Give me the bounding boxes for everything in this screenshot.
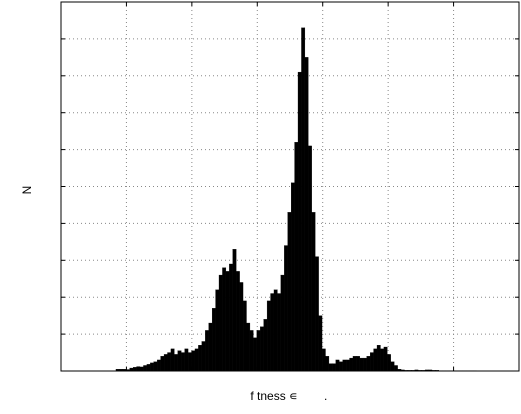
histogram-bar [174, 354, 178, 372]
plot-frame [60, 1, 520, 372]
histogram-bar [239, 282, 244, 372]
histogram-bar [201, 341, 206, 372]
histogram-bar [136, 366, 141, 372]
histogram-bar [297, 71, 302, 372]
histogram-bar [242, 300, 247, 372]
histogram-bar [236, 271, 240, 372]
histogram-bar [232, 249, 237, 372]
histogram-bar [260, 326, 264, 372]
histogram-bar [153, 361, 158, 372]
histogram-bar [208, 322, 213, 372]
histogram-bar [390, 361, 395, 372]
histogram-bar [157, 359, 161, 372]
histogram-bar [359, 357, 364, 372]
histogram-bar [143, 365, 148, 372]
histogram-bar [373, 348, 378, 372]
histogram-bar [308, 145, 312, 372]
histogram-bar [163, 354, 168, 372]
histogram-bar [273, 289, 278, 372]
histogram-bar [339, 361, 343, 372]
histogram-bar [301, 27, 306, 372]
histogram-bar [211, 308, 216, 372]
histogram-bar [187, 352, 192, 372]
histogram-bar [246, 322, 251, 372]
histogram-bar [356, 356, 360, 372]
histogram-bar [349, 357, 354, 372]
histogram-bar [376, 345, 381, 372]
histogram-bar [335, 359, 340, 372]
histogram-bar [345, 359, 350, 372]
histogram-bar [284, 245, 288, 372]
y-axis-label: N [20, 186, 34, 195]
histogram-bar [332, 363, 336, 372]
histogram-bar [325, 356, 330, 372]
histogram-bar [380, 348, 385, 372]
histogram-bar [287, 212, 292, 372]
histogram-bar [215, 289, 220, 372]
x-axis-label-mark: . [324, 389, 327, 403]
histogram-bar [315, 256, 319, 372]
histogram-bar [318, 315, 323, 372]
histogram-bar [394, 365, 398, 372]
histogram-bar [225, 271, 230, 372]
histogram-bar [290, 182, 295, 372]
histogram-bar [229, 263, 233, 372]
histogram-bar [266, 300, 271, 372]
histogram-bar [280, 274, 285, 372]
histogram-bar [256, 330, 261, 372]
histogram-bar [146, 364, 151, 372]
histogram-bar [181, 352, 185, 372]
histogram-bar [270, 293, 275, 372]
histogram-bar [363, 357, 367, 372]
histogram-bar [294, 142, 299, 372]
histogram-bar [222, 267, 227, 372]
histogram-bar [277, 293, 281, 372]
histogram-bar [342, 359, 347, 372]
histogram-bar [328, 363, 333, 372]
histogram-bar [311, 212, 316, 372]
histogram-bar [352, 356, 357, 372]
histogram-bar [160, 356, 165, 372]
histogram-bar [218, 274, 223, 372]
histogram-bar [253, 337, 257, 372]
histogram-bar [184, 348, 189, 372]
histogram-bar [132, 367, 137, 372]
axis-ticks [61, 2, 519, 371]
histogram-bar [205, 330, 209, 372]
histogram-bar [369, 352, 374, 372]
histogram-bar [383, 346, 388, 372]
histogram-bar [177, 350, 182, 372]
histogram-bar [263, 319, 268, 372]
histogram-bar [150, 362, 154, 372]
x-axis-label: f tness ∊ [250, 389, 297, 403]
histogram-bar [304, 57, 309, 372]
histogram-bar [139, 366, 144, 372]
histogram-bar [194, 348, 199, 372]
histogram-bar [170, 348, 175, 372]
histogram-bar [366, 356, 371, 372]
histogram-bar [167, 352, 172, 372]
histogram-bar [198, 345, 202, 372]
histogram-bar [249, 330, 254, 372]
histogram-bars [115, 27, 477, 372]
